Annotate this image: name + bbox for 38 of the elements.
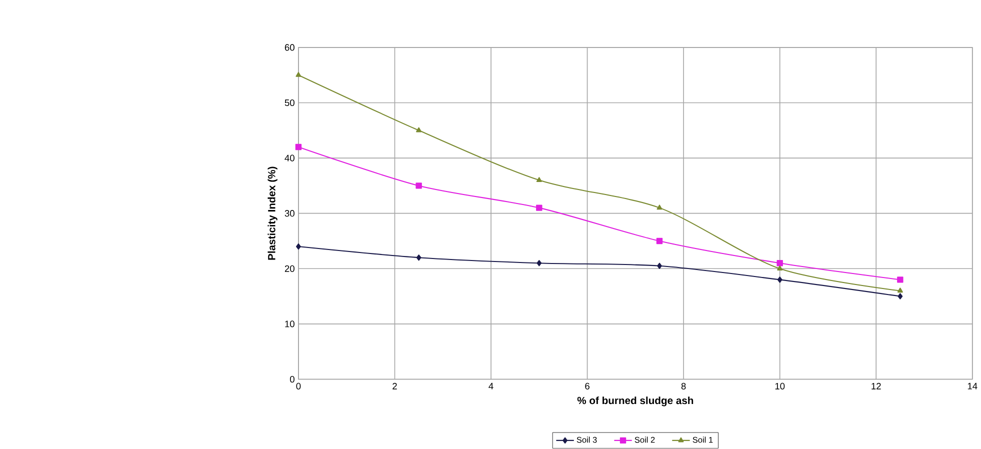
y-tick-label: 30 — [284, 210, 294, 217]
point — [296, 244, 301, 250]
y-axis-title: Plasticity Index (%) — [268, 166, 278, 260]
point — [777, 266, 783, 271]
point — [536, 204, 542, 212]
point — [656, 238, 663, 244]
x-tick-label: 12 — [872, 383, 881, 390]
y-tick-label: 50 — [284, 100, 294, 106]
y-tick-label: 60 — [284, 44, 294, 51]
x-tick-label: 4 — [488, 383, 494, 390]
point — [536, 260, 542, 266]
x-tick-label: 8 — [681, 383, 686, 390]
legend-label: Soil 2 — [634, 436, 655, 443]
point — [777, 276, 782, 284]
x-tick-label: 14 — [968, 383, 978, 390]
x-tick-label: 2 — [392, 383, 397, 390]
x-tick-label: 10 — [775, 383, 785, 390]
legend-label: Soil 1 — [692, 436, 713, 443]
point — [296, 72, 302, 78]
point — [898, 293, 903, 300]
point — [536, 177, 542, 182]
point — [776, 260, 783, 266]
y-tick-label: 20 — [284, 266, 294, 272]
point — [416, 254, 422, 261]
point — [897, 276, 904, 284]
y-tick-label: 0 — [290, 376, 294, 383]
x-tick-label: 0 — [296, 383, 301, 390]
point — [416, 128, 422, 132]
x-tick-label: 6 — [585, 383, 590, 390]
point — [656, 204, 662, 210]
y-tick-label: 10 — [285, 320, 294, 328]
point — [657, 262, 662, 270]
x-axis-title: % of burned sludge ash — [577, 396, 694, 406]
point — [897, 288, 903, 293]
point — [295, 144, 302, 150]
y-tick-label: 40 — [284, 154, 294, 162]
point — [416, 182, 422, 190]
legend-label: Soil 3 — [576, 436, 597, 443]
